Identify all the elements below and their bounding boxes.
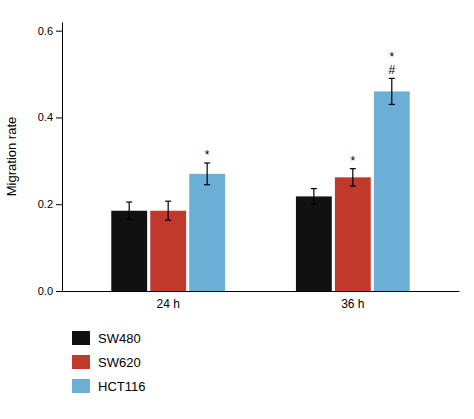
legend-label: HCT116 [98,379,145,394]
annotation: * [350,154,355,168]
y-tick-mark [56,291,62,292]
y-tick-mark [56,117,62,118]
y-axis-title: Migration rate [4,117,19,196]
error-bar-cap [389,78,395,79]
plot-area: 0.00.20.40.624 h36 hMigration rate***# [4,23,460,311]
bar [374,91,410,291]
legend-item: HCT116 [72,379,145,394]
bar [111,211,147,291]
y-tick-label: 0.4 [38,111,53,123]
error-bar-cap [165,220,171,221]
y-tick: 0.0 [38,285,62,297]
error-bar-stem [391,78,392,104]
annotation: * [389,50,394,64]
x-tick: 24 h [156,297,179,311]
error-bar [389,78,395,104]
legend-swatch [72,379,90,393]
y-tick: 0.4 [38,111,62,123]
y-tick-mark [56,204,62,205]
annotation: * [205,148,210,162]
error-bar-cap [204,184,210,185]
legend-label: SW620 [98,355,141,370]
x-tick: 36 h [341,297,364,311]
y-tick-label: 0.0 [38,285,53,297]
error-bar-stem [207,163,208,185]
y-tick-label: 0.2 [38,198,53,210]
x-axis: 24 h 36 h [63,292,460,311]
error-bar-cap [350,185,356,186]
y-tick: 0.6 [38,25,62,37]
error-bar [350,169,356,186]
legend-label: SW480 [98,331,141,346]
error-bar [311,189,317,205]
annotations: ***# [205,50,396,167]
error-bar-cap [311,204,317,205]
marks [111,78,409,291]
error-bar-stem [313,189,314,205]
error-bar [165,201,171,220]
x-tick-label: 24 h [156,297,179,311]
error-bar-cap [126,219,132,220]
error-bar-cap [350,168,356,169]
error-bar [204,163,210,185]
x-tick-label: 36 h [341,297,364,311]
bar [150,211,186,291]
bar [296,196,332,291]
y-tick-mark [56,31,62,32]
y-axis: 0.0 0.2 0.4 0.6 [38,23,63,298]
chart: 0.00.20.40.624 h36 hMigration rate***#SW… [0,0,474,419]
legend-swatch [72,331,90,345]
error-bar-cap [204,162,210,163]
x-axis-line [63,291,460,292]
legend-swatch [72,355,90,369]
error-bar-stem [168,201,169,220]
error-bar [126,202,132,219]
error-bar-cap [165,201,171,202]
error-bar-cap [311,188,317,189]
bar [335,177,371,291]
annotation: # [388,63,395,77]
bar [189,174,225,291]
legend: SW480 SW620 HCT116 [72,331,145,394]
error-bar-cap [126,201,132,202]
y-tick-label: 0.6 [38,25,53,37]
y-axis-line [62,23,63,292]
legend-item: SW480 [72,331,141,346]
error-bar-stem [352,169,353,186]
error-bar-stem [129,202,130,219]
y-tick: 0.2 [38,198,62,210]
legend-item: SW620 [72,355,141,370]
error-bar-cap [389,104,395,105]
